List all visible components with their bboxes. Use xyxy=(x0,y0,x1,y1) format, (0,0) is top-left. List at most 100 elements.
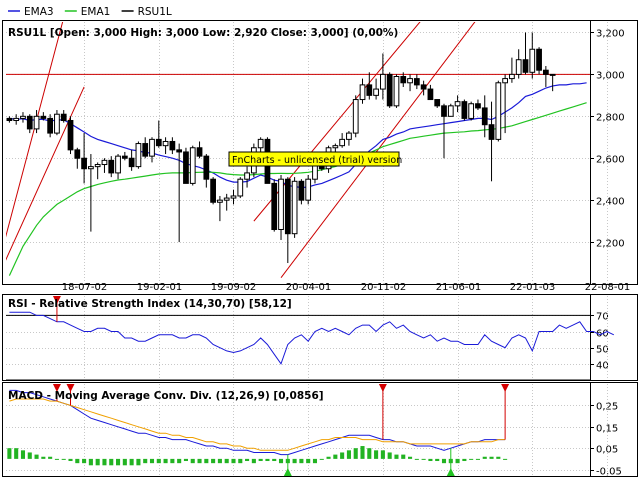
macd-histogram-bar xyxy=(156,458,161,464)
candle-body xyxy=(196,147,203,157)
candle-body xyxy=(6,117,13,122)
legend-label: EMA3 xyxy=(24,6,54,18)
candle-body xyxy=(223,197,230,201)
y-tick-label: 2,200 xyxy=(596,239,625,250)
candle-body xyxy=(515,59,522,75)
candle-body xyxy=(352,99,359,134)
macd-histogram-bar xyxy=(360,446,365,459)
y-tick-label: 0,25 xyxy=(596,402,618,413)
x-tick-label: 19-02-01 xyxy=(137,282,182,293)
candle-body xyxy=(121,155,128,159)
macd-histogram-bar xyxy=(41,456,46,459)
macd-histogram-bar xyxy=(265,458,270,462)
macd-histogram-bar xyxy=(380,450,385,459)
macd-histogram-bar xyxy=(7,448,12,459)
candle-body xyxy=(257,138,264,149)
candle-body xyxy=(529,48,536,73)
candle-body xyxy=(427,88,434,101)
candle-body xyxy=(420,84,427,90)
candle-body xyxy=(47,117,54,134)
candle-body xyxy=(13,117,20,122)
candle-body xyxy=(407,78,413,84)
candle-body xyxy=(40,115,47,119)
trend-line xyxy=(6,22,64,238)
macd-histogram-bar xyxy=(68,458,73,462)
candle-body xyxy=(495,82,502,140)
candle-body xyxy=(203,155,210,180)
macd-histogram-bar xyxy=(211,458,216,464)
macd-histogram-bar xyxy=(183,458,188,462)
candle-body xyxy=(88,166,94,170)
macd-histogram-bar xyxy=(421,458,426,460)
macd-histogram-bar xyxy=(272,458,277,462)
macd-histogram-bar xyxy=(496,456,501,459)
sell-marker xyxy=(52,384,61,392)
macd-histogram-bar xyxy=(217,458,222,464)
y-tick-label: 40 xyxy=(596,361,609,372)
candle-body xyxy=(33,115,40,130)
macd-histogram-bar xyxy=(48,456,53,459)
candle-body xyxy=(217,199,223,203)
candle-body xyxy=(115,155,121,174)
candle-body xyxy=(149,138,155,157)
candle-body xyxy=(346,132,352,140)
candle-body xyxy=(26,115,33,130)
macd-histogram-bar xyxy=(441,458,447,464)
sell-marker xyxy=(52,296,61,304)
candle-body xyxy=(380,73,386,90)
candle-body xyxy=(135,143,142,168)
y-tick-label: 2,800 xyxy=(596,113,625,124)
macd-histogram-bar xyxy=(109,458,114,466)
macd-histogram-bar xyxy=(251,458,256,464)
macd-histogram-bar xyxy=(204,458,209,464)
x-tick-label: 20-11-02 xyxy=(361,282,406,293)
macd-histogram-bar xyxy=(503,458,508,460)
watermark-text: FnCharts - unlicensed (trial) version xyxy=(232,155,402,166)
candle-body xyxy=(542,69,549,75)
macd-histogram-bar xyxy=(20,450,26,459)
macd-histogram-bar xyxy=(27,452,32,459)
candle-body xyxy=(244,172,250,180)
candle-body xyxy=(54,113,60,134)
macd-histogram-bar xyxy=(394,454,399,459)
candle-body xyxy=(305,178,312,201)
macd-histogram-bar xyxy=(231,458,236,464)
candle-body xyxy=(502,78,508,84)
macd-histogram-bar xyxy=(475,458,480,460)
y-tick-label: 3,200 xyxy=(596,29,625,40)
trend-line xyxy=(6,86,85,261)
series-line-ema3 xyxy=(9,82,587,189)
macd-histogram-bar xyxy=(469,458,474,460)
macd-histogram-bar xyxy=(278,458,284,464)
candle-body xyxy=(386,73,393,107)
y-tick-label: 70 xyxy=(596,312,609,323)
candle-body xyxy=(291,180,298,235)
macd-histogram-bar xyxy=(346,450,351,459)
x-tick-label: 22-01-03 xyxy=(510,282,555,293)
rsi-line xyxy=(9,311,615,365)
candle-body xyxy=(441,105,447,117)
candle-body xyxy=(81,157,87,170)
macd-histogram-bar xyxy=(258,458,263,462)
candle-body xyxy=(162,140,169,147)
watermark-box xyxy=(228,151,400,167)
candle-body xyxy=(128,157,135,168)
macd-histogram-bar xyxy=(163,458,168,464)
macd-histogram-bar xyxy=(54,458,59,460)
candle-body xyxy=(393,75,400,107)
rsi-title: RSI - Relative Strength Index (14,30,70)… xyxy=(8,298,292,310)
candle-body xyxy=(210,178,216,203)
candle-body xyxy=(434,99,441,107)
candle-body xyxy=(230,195,237,199)
macd-histogram-bar xyxy=(102,458,107,466)
candle-body xyxy=(278,178,284,231)
macd-histogram-bar xyxy=(190,458,195,464)
macd-histogram-bar xyxy=(489,456,494,459)
candle-body xyxy=(108,159,115,174)
macd-histogram-bar xyxy=(14,448,19,459)
candle-body xyxy=(447,105,454,117)
macd-histogram-bar xyxy=(374,450,379,459)
y-tick-label: 2,400 xyxy=(596,197,625,208)
macd-histogram-bar xyxy=(455,458,460,464)
y-tick-label: -0,05 xyxy=(596,467,622,478)
